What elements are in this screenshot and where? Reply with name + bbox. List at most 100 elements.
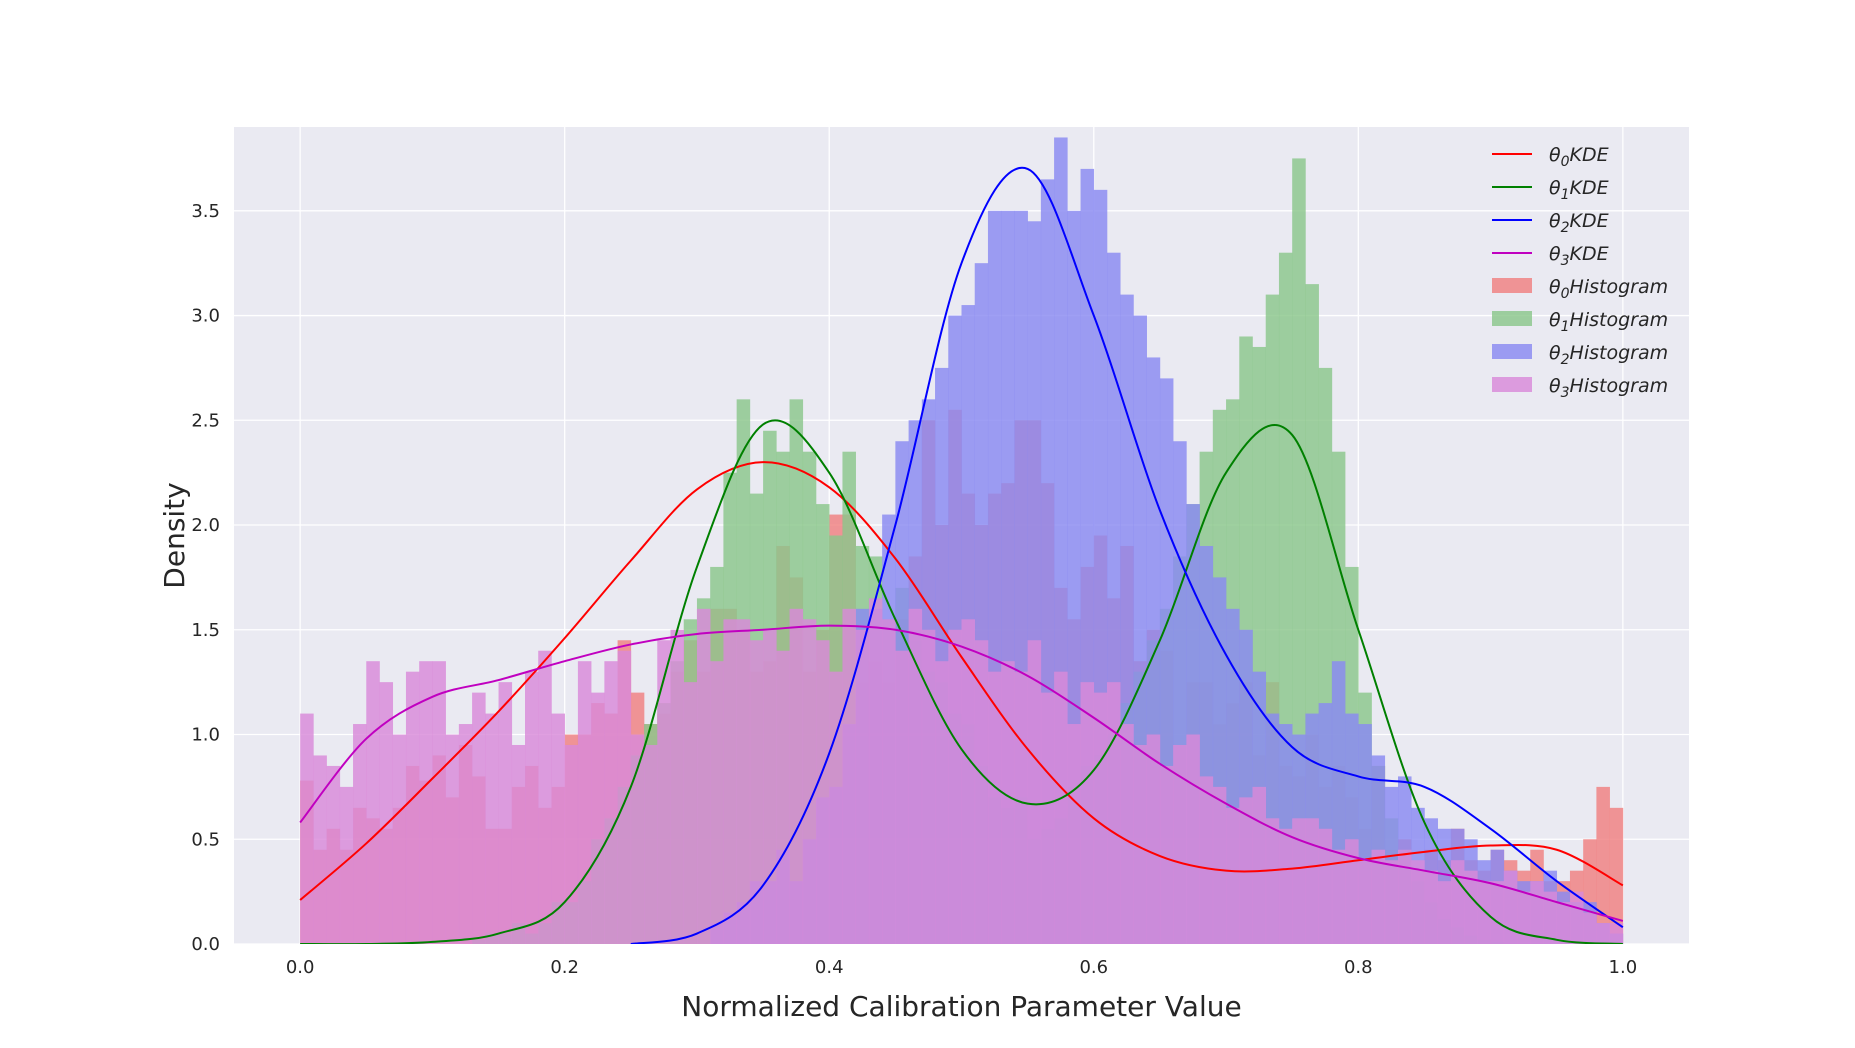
histogram-bar <box>1252 786 1267 944</box>
histogram-bar <box>1358 860 1372 944</box>
histogram-bar <box>366 661 380 944</box>
histogram-bar <box>1596 923 1610 944</box>
legend-patch-swatch <box>1492 311 1532 326</box>
histogram-bar <box>1477 881 1491 944</box>
histogram-bar <box>1173 744 1187 944</box>
y-axis-ticks: 0.0 0.5 1.0 1.5 2.0 2.5 3.0 3.5 <box>191 201 220 955</box>
histogram-bar <box>1583 912 1597 944</box>
histogram-bar <box>339 786 354 944</box>
histogram-bar <box>564 744 579 944</box>
legend: θ0KDE θ1KDE θ2KDE θ3KDE θ0Histogram θ1Histogr… <box>1492 144 1668 401</box>
histogram-bar <box>1503 870 1518 944</box>
histogram-bar <box>683 682 698 944</box>
legend-label: θ1Histogram <box>1549 309 1668 335</box>
histogram-bar <box>1318 828 1333 944</box>
y-tick-label: 1.0 <box>191 725 220 746</box>
histogram-bar <box>1543 891 1558 944</box>
legend-label: θ3KDE <box>1549 243 1609 269</box>
histogram-bar <box>855 629 870 944</box>
histogram-bar <box>1120 724 1134 944</box>
histogram-bar <box>1159 765 1174 944</box>
histogram-3 <box>300 598 1624 944</box>
histogram-bar <box>842 608 856 944</box>
histogram-bar <box>1014 671 1028 944</box>
legend-label: θ1KDE <box>1549 177 1609 203</box>
histogram-bar <box>326 765 341 944</box>
histogram-bar <box>525 671 539 944</box>
histogram-bar <box>948 629 962 944</box>
legend-label: θ0Histogram <box>1549 276 1668 302</box>
histogram-bar <box>1226 807 1240 944</box>
histogram-bar <box>498 682 513 944</box>
histogram-bar <box>1398 849 1412 944</box>
histogram-bar <box>829 671 843 944</box>
histogram-bar <box>749 640 764 944</box>
x-tick-label: 0.6 <box>1079 957 1108 978</box>
histogram-bar <box>1001 661 1015 944</box>
legend-item: θ2KDE <box>1492 210 1609 236</box>
histogram-bar <box>1278 828 1293 944</box>
histogram-bar <box>1107 682 1121 944</box>
y-tick-label: 3.0 <box>191 306 220 327</box>
histogram-bar <box>617 650 632 944</box>
histogram-bar <box>1517 891 1531 944</box>
legend-label: θ3Histogram <box>1549 375 1668 401</box>
histogram-bar <box>1411 860 1425 944</box>
histogram-layer <box>300 137 1624 944</box>
histogram-bar <box>776 650 790 944</box>
histogram-bar <box>1040 692 1055 944</box>
histogram-bar <box>1292 818 1306 944</box>
histogram-bar <box>921 629 936 944</box>
histogram-bar <box>1146 734 1161 944</box>
histogram-bar <box>1199 776 1214 944</box>
y-tick-label: 0.0 <box>191 934 220 955</box>
legend-item: θ1KDE <box>1492 177 1609 203</box>
kde-curve-0 <box>299 461 1624 901</box>
histogram-bar <box>816 640 830 944</box>
y-tick-label: 3.5 <box>191 201 220 222</box>
x-axis-ticks: 0.0 0.2 0.4 0.6 0.8 1.0 <box>286 957 1637 978</box>
histogram-bar <box>1464 870 1478 944</box>
y-tick-label: 1.5 <box>191 620 220 641</box>
histogram-bar <box>908 608 923 944</box>
histogram-bar <box>1133 744 1147 944</box>
histogram-bar <box>1384 860 1399 944</box>
kde-curve-2 <box>630 166 1624 944</box>
histogram-bar <box>1331 849 1346 944</box>
histogram-bar <box>895 650 909 944</box>
histogram-bar <box>630 734 645 944</box>
legend-patch-swatch <box>1492 377 1532 392</box>
histogram-bar <box>1093 692 1108 944</box>
histogram-bar <box>696 608 711 944</box>
histogram-bar <box>1437 881 1452 944</box>
histogram-bar <box>868 598 883 944</box>
x-tick-label: 0.2 <box>550 957 579 978</box>
histogram-bar <box>577 661 592 944</box>
histogram-bar <box>379 682 394 944</box>
histogram-bar <box>1609 807 1624 944</box>
x-tick-label: 0.0 <box>286 957 315 978</box>
histogram-bar <box>591 692 605 944</box>
histogram-bar <box>392 734 407 944</box>
histogram-bar <box>419 661 433 944</box>
histogram-bar <box>538 650 552 944</box>
histogram-bar <box>300 713 314 944</box>
histogram-bar <box>313 755 327 944</box>
histogram-bar <box>1371 849 1386 944</box>
kde-curve-1 <box>300 419 1623 944</box>
legend-item: θ2Histogram <box>1492 342 1668 368</box>
legend-patch-swatch <box>1492 344 1532 359</box>
histogram-bar <box>802 619 817 944</box>
legend-item: θ3KDE <box>1492 243 1609 269</box>
histogram-bar <box>644 744 658 944</box>
x-tick-label: 0.8 <box>1344 957 1373 978</box>
legend-item: θ0Histogram <box>1492 276 1668 302</box>
x-tick-label: 1.0 <box>1609 957 1638 978</box>
y-tick-label: 2.5 <box>191 410 220 431</box>
histogram-bar <box>485 713 499 944</box>
histogram-bar <box>670 629 685 944</box>
histogram-bar <box>1186 734 1200 944</box>
histogram-bar <box>1530 881 1544 944</box>
x-tick-label: 0.4 <box>815 957 844 978</box>
